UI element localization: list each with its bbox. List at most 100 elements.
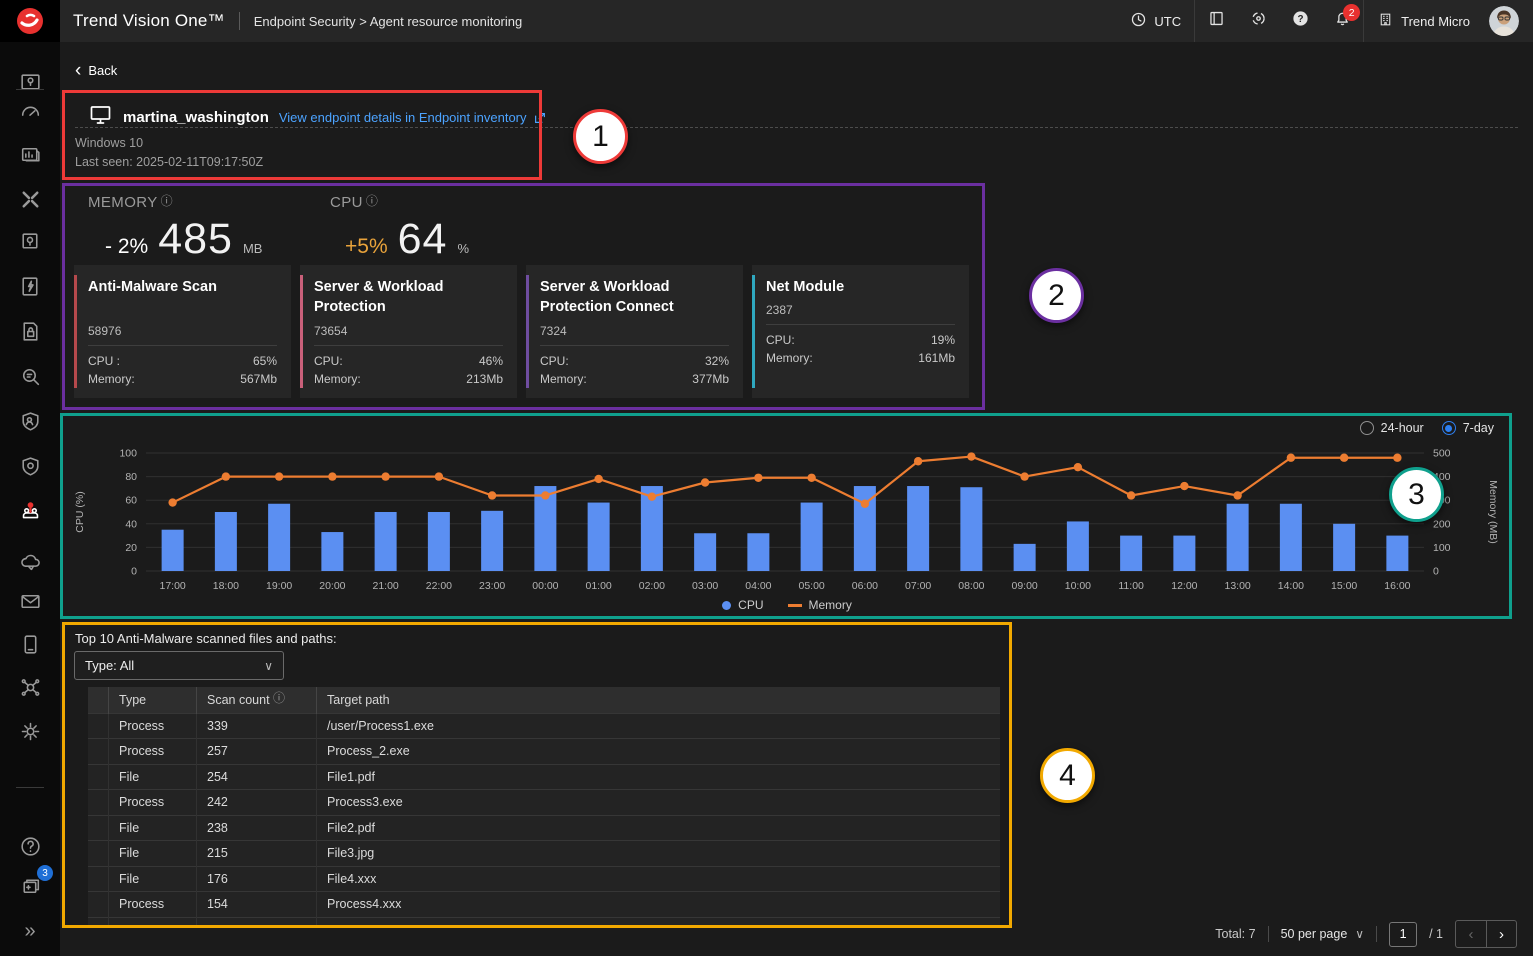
- sidebar-item-threat-intelligence[interactable]: [13, 224, 47, 258]
- help-button[interactable]: ?: [1279, 0, 1321, 42]
- column-header-type[interactable]: Type: [108, 687, 197, 713]
- previous-page-button[interactable]: ‹: [1468, 925, 1474, 943]
- sidebar-item-settings[interactable]: [13, 714, 47, 748]
- table-row[interactable]: Process 257 Process_2.exe: [88, 738, 1000, 764]
- radio-label: 24-hour: [1380, 421, 1424, 435]
- trend-micro-logo[interactable]: [0, 0, 60, 42]
- type-filter-dropdown[interactable]: Type: All ∨: [74, 651, 284, 680]
- sidebar-item-expand[interactable]: »: [13, 914, 47, 948]
- endpoint-os: Windows 10: [75, 136, 144, 150]
- cell-scan-count: 215: [196, 840, 317, 866]
- avatar[interactable]: [1489, 6, 1519, 36]
- trend-micro-logo-icon: [17, 8, 43, 34]
- tenant-button[interactable]: Trend Micro: [1364, 0, 1483, 42]
- svg-text:15:00: 15:00: [1331, 580, 1357, 592]
- card-cpu-label: CPU:: [540, 354, 569, 368]
- svg-text:40: 40: [125, 518, 137, 530]
- timezone-button[interactable]: UTC: [1117, 0, 1194, 42]
- card-memory-value: 213Mb: [466, 372, 503, 386]
- sidebar-item-workflow-automation[interactable]: [13, 269, 47, 303]
- topbar-divider: [238, 12, 240, 30]
- sidebar-item-workbench[interactable]: [13, 65, 47, 99]
- cell-target-path: /user/Process1.exe: [316, 712, 1000, 739]
- cell-target-path: Process_2.exe: [316, 738, 1000, 764]
- module-card-1[interactable]: Anti-Malware Scan 58976 CPU : 65% Memory: 567…: [74, 265, 291, 398]
- column-header-scan-count[interactable]: Scan count ⓘ: [196, 687, 317, 713]
- cell-type: File: [108, 865, 197, 892]
- sidebar-item-dashboard[interactable]: [13, 94, 47, 128]
- radio-24-hour[interactable]: 24-hour: [1359, 421, 1424, 435]
- sidebar-item-data-security[interactable]: [13, 314, 47, 348]
- sidebar-item-attack-surface[interactable]: [13, 449, 47, 483]
- sidebar-item-mobile-security[interactable]: [13, 627, 47, 661]
- table-row[interactable]: File 238 File2.pdf: [88, 814, 1000, 841]
- module-card-3[interactable]: Server & Workload Protection Connect 7324…: [526, 265, 743, 398]
- module-cards: Anti-Malware Scan 58976 CPU : 65% Memory: 567…: [74, 265, 969, 398]
- sidebar-item-endpoint-security[interactable]: [13, 494, 47, 528]
- expand-icon: »: [24, 919, 36, 942]
- sidebar-item-email-security[interactable]: [13, 584, 47, 618]
- card-title: Net Module: [766, 279, 845, 295]
- svg-text:17:00: 17:00: [159, 580, 185, 592]
- card-memory-label: Memory:: [766, 351, 813, 366]
- table-row[interactable]: Process 154 Process4.xxx: [88, 891, 1000, 917]
- cell-scan-count: 254: [196, 763, 317, 790]
- sidebar-item-onboarding[interactable]: 3: [13, 865, 53, 903]
- integrations-button[interactable]: [1237, 0, 1279, 42]
- sidebar-item-cloud-security[interactable]: [13, 544, 47, 578]
- svg-text:?: ?: [1297, 14, 1303, 25]
- header-dotted-divider: [75, 127, 1518, 128]
- per-page-dropdown[interactable]: 50 per page ∨: [1280, 927, 1365, 941]
- notifications-button[interactable]: 2: [1321, 0, 1363, 42]
- tenant-label: Trend Micro: [1401, 13, 1470, 29]
- attack-surface-icon: [21, 456, 39, 476]
- memory-unit: MB: [242, 241, 263, 256]
- module-card-4[interactable]: Net Module 2387 CPU: 19% Memory: 161Mb: [752, 265, 969, 398]
- table-row[interactable]: File 215 File3.jpg: [88, 840, 1000, 866]
- back-button[interactable]: ‹ Back: [75, 61, 117, 80]
- cell-scan-count: 257: [196, 738, 317, 764]
- next-page-button[interactable]: ›: [1486, 921, 1516, 947]
- card-memory-value: 377Mb: [692, 372, 729, 386]
- sidebar-item-reports[interactable]: [13, 137, 47, 171]
- chevron-down-icon: ∨: [1355, 927, 1365, 941]
- info-icon[interactable]: ⓘ: [365, 194, 379, 208]
- table-row[interactable]: Process 339/user/Process1.exe: [88, 712, 1000, 739]
- radio-label: 7-day: [1462, 421, 1494, 435]
- svg-text:19:00: 19:00: [266, 580, 292, 592]
- timezone-label: UTC: [1154, 13, 1182, 29]
- scanned-files-table: Type Scan count ⓘ Target path Process 339/us…: [88, 687, 1000, 927]
- documentation-button[interactable]: [1195, 0, 1237, 42]
- page-number-input[interactable]: [1389, 921, 1418, 947]
- sidebar-item-search[interactable]: [13, 359, 47, 393]
- column-header-target-path[interactable]: Target path: [316, 687, 1000, 713]
- sidebar-item-network-security[interactable]: [13, 670, 47, 704]
- module-card-2[interactable]: Server & Workload Protection 73654 CPU: 46%…: [300, 265, 517, 398]
- endpoint-inventory-link[interactable]: View endpoint details in Endpoint invent…: [279, 110, 547, 125]
- card-title: Server & Workload Protection: [314, 279, 444, 316]
- swirl-icon: [1249, 9, 1268, 33]
- sidebar-item-help-center[interactable]: [13, 829, 47, 863]
- legend-cpu[interactable]: CPU: [722, 598, 764, 612]
- table-row[interactable]: File 176 File4.xxx: [88, 865, 1000, 892]
- sidebar-item-identity-security[interactable]: [13, 404, 47, 438]
- book-icon: [1207, 9, 1226, 33]
- svg-text:22:00: 22:00: [426, 580, 452, 592]
- card-title: Anti-Malware Scan: [88, 279, 217, 295]
- table-gutter-header: [88, 687, 109, 713]
- info-icon[interactable]: ⓘ: [273, 691, 286, 706]
- table-row[interactable]: Process 242 Process3.exe: [88, 789, 1000, 815]
- sidebar-item-xdr[interactable]: [13, 182, 47, 216]
- radio-7-day[interactable]: 7-day: [1441, 421, 1494, 435]
- table-row[interactable]: File 254 File1.pdf: [88, 763, 1000, 790]
- svg-text:Memory (MB): Memory (MB): [1487, 480, 1499, 544]
- info-icon[interactable]: ⓘ: [160, 194, 174, 208]
- cell-type: Process: [108, 891, 197, 917]
- chevron-down-icon: ∨: [264, 658, 273, 673]
- table-header-row: Type Scan count ⓘ Target path: [88, 687, 1000, 713]
- card-count: 58976: [88, 324, 122, 338]
- legend-memory[interactable]: Memory: [787, 598, 852, 612]
- table-row[interactable]: Process149Process5.xxx: [88, 916, 1000, 927]
- svg-text:14:00: 14:00: [1278, 580, 1304, 592]
- network-security-icon: [21, 678, 39, 696]
